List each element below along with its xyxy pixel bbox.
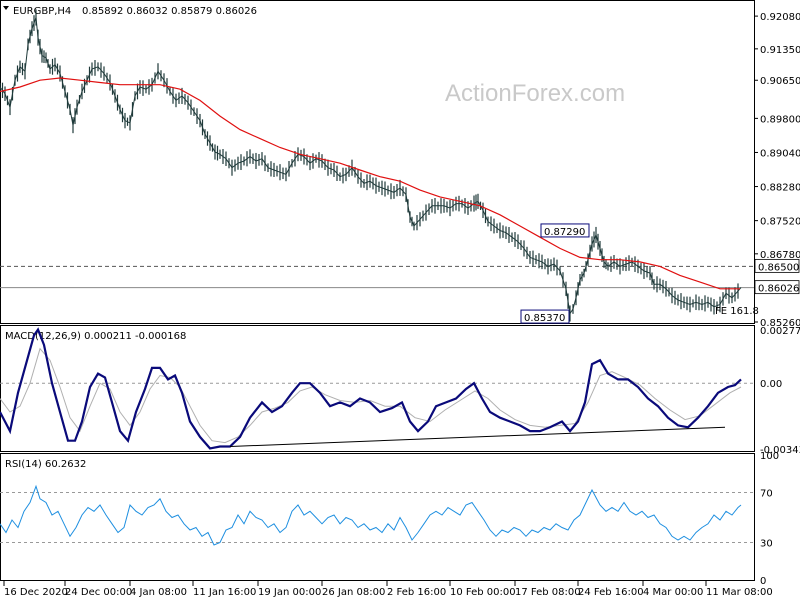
rsi-y-tick-label: 100 xyxy=(760,451,779,462)
rsi-y-tick-label: 30 xyxy=(760,539,773,550)
x-tick-label: 24 Dec 00:00 xyxy=(65,587,132,598)
price-line xyxy=(0,17,742,315)
symbol-label: EURGBP,H4 xyxy=(13,6,71,17)
rsi-y-tick-label: 70 xyxy=(760,489,773,500)
level-price-box xyxy=(754,258,800,273)
x-tick-label: 11 Mar 08:00 xyxy=(706,587,773,598)
x-tick-label: 4 Jan 08:00 xyxy=(130,587,187,598)
x-tick-label: 26 Jan 08:00 xyxy=(322,587,385,598)
macd-title: MACD(12,26,9) 0.000211 -0.000168 xyxy=(5,331,186,342)
x-tick-label: 11 Jan 16:00 xyxy=(193,587,256,598)
macd-panel-border xyxy=(0,325,755,452)
y-tick-label: 0.88280 xyxy=(760,183,800,194)
y-tick-label: 0.85260 xyxy=(760,318,800,329)
annotation-label: 0.85370 xyxy=(524,313,565,324)
x-tick-label: 2 Feb 16:00 xyxy=(387,587,446,598)
moving-average-line xyxy=(0,77,740,290)
y-tick-label: 0.86780 xyxy=(760,250,800,261)
level-price-box xyxy=(754,280,800,295)
x-tick-label: 19 Jan 00:00 xyxy=(258,587,321,598)
x-tick-label: 24 Feb 16:00 xyxy=(578,587,644,598)
annotation-label: 0.87290 xyxy=(544,227,585,238)
dropdown-triangle-icon[interactable] xyxy=(3,6,9,10)
x-tick-label: 4 Mar 00:00 xyxy=(643,587,703,598)
ohlc-readout: 0.85892 0.86032 0.85879 0.86026 xyxy=(82,6,257,17)
level-price-label: 0.86500 xyxy=(758,262,799,273)
annotation-box xyxy=(520,309,570,324)
annotation-box xyxy=(540,223,590,238)
y-tick-label: 0.89040 xyxy=(760,148,800,159)
rsi-panel-border xyxy=(0,453,755,581)
rsi-y-tick-label: 0 xyxy=(760,576,766,587)
macd-trendline xyxy=(229,426,726,447)
macd-y-tick-label: 0.00 xyxy=(760,379,782,390)
fibonacci-extension-label: FE 161.8 xyxy=(715,306,759,317)
x-tick-label: 10 Feb 00:00 xyxy=(450,587,516,598)
y-tick-label: 0.91350 xyxy=(760,45,800,56)
rsi-title: RSI(14) 60.2632 xyxy=(5,459,86,470)
y-tick-label: 0.92080 xyxy=(760,12,800,23)
main-panel-border xyxy=(0,0,755,324)
macd-y-tick-label: 0.002777 xyxy=(760,326,800,337)
level-price-label: 0.86026 xyxy=(758,284,799,295)
x-tick-label: 17 Feb 08:00 xyxy=(515,587,581,598)
macd-line xyxy=(0,327,742,450)
watermark: ActionForex.com xyxy=(445,80,625,107)
x-tick-label: 16 Dec 2020 xyxy=(4,587,68,598)
y-tick-label: 0.90650 xyxy=(760,76,800,87)
macd-y-tick-label: -0.003433 xyxy=(760,445,800,456)
y-tick-label: 0.89800 xyxy=(760,114,800,125)
rsi-line xyxy=(0,484,742,546)
y-tick-label: 0.87520 xyxy=(760,217,800,228)
